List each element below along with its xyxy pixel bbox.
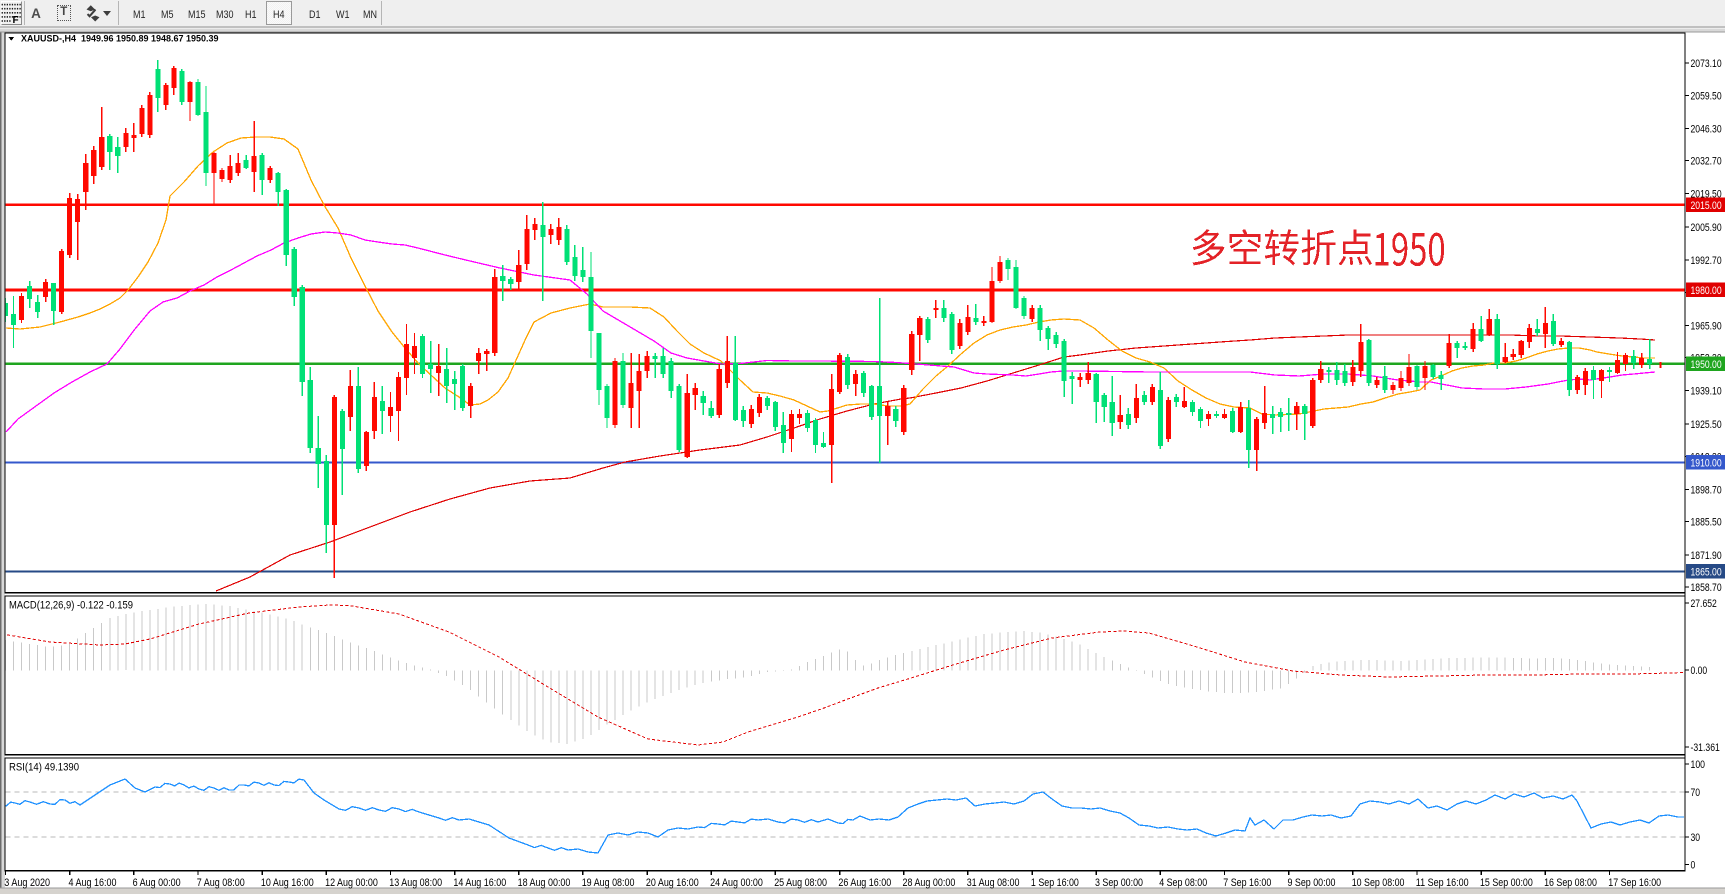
svg-text:7 Sep 16:00: 7 Sep 16:00 bbox=[1223, 877, 1271, 889]
svg-text:2073.10: 2073.10 bbox=[1691, 58, 1722, 70]
svg-text:10 Sep 08:00: 10 Sep 08:00 bbox=[1352, 877, 1405, 889]
svg-text:2005.90: 2005.90 bbox=[1691, 222, 1722, 234]
svg-text:11 Sep 16:00: 11 Sep 16:00 bbox=[1416, 877, 1469, 889]
svg-text:MACD(12,26,9) -0.122 -0.159: MACD(12,26,9) -0.122 -0.159 bbox=[9, 599, 133, 611]
svg-text:1980.00: 1980.00 bbox=[1691, 285, 1722, 297]
svg-text:0: 0 bbox=[1691, 860, 1696, 872]
svg-text:2015.00: 2015.00 bbox=[1691, 200, 1722, 212]
svg-text:4 Sep 08:00: 4 Sep 08:00 bbox=[1159, 877, 1207, 889]
svg-text:2059.50: 2059.50 bbox=[1691, 91, 1722, 103]
svg-text:10 Aug 16:00: 10 Aug 16:00 bbox=[261, 877, 314, 889]
svg-text:3 Aug 2020: 3 Aug 2020 bbox=[4, 877, 50, 889]
svg-text:7 Aug 08:00: 7 Aug 08:00 bbox=[197, 877, 245, 889]
svg-text:24 Aug 00:00: 24 Aug 00:00 bbox=[710, 877, 763, 889]
svg-text:3 Sep 00:00: 3 Sep 00:00 bbox=[1095, 877, 1143, 889]
svg-text:13 Aug 08:00: 13 Aug 08:00 bbox=[389, 877, 442, 889]
svg-text:2019.50: 2019.50 bbox=[1691, 188, 1722, 200]
svg-text:2046.30: 2046.30 bbox=[1691, 124, 1722, 136]
svg-text:1 Sep 16:00: 1 Sep 16:00 bbox=[1031, 877, 1079, 889]
svg-text:25 Aug 08:00: 25 Aug 08:00 bbox=[774, 877, 827, 889]
svg-text:27.652: 27.652 bbox=[1691, 598, 1717, 610]
svg-text:1858.70: 1858.70 bbox=[1691, 582, 1722, 594]
svg-text:1965.90: 1965.90 bbox=[1691, 321, 1722, 333]
svg-text:1898.70: 1898.70 bbox=[1691, 484, 1722, 496]
svg-text:31 Aug 08:00: 31 Aug 08:00 bbox=[967, 877, 1020, 889]
svg-text:12 Aug 00:00: 12 Aug 00:00 bbox=[325, 877, 378, 889]
svg-text:1950.00: 1950.00 bbox=[1691, 359, 1722, 371]
svg-text:20 Aug 16:00: 20 Aug 16:00 bbox=[646, 877, 699, 889]
svg-text:15 Sep 00:00: 15 Sep 00:00 bbox=[1480, 877, 1533, 889]
svg-text:0.00: 0.00 bbox=[1691, 665, 1708, 677]
svg-text:28 Aug 00:00: 28 Aug 00:00 bbox=[903, 877, 956, 889]
svg-text:9 Sep 00:00: 9 Sep 00:00 bbox=[1288, 877, 1336, 889]
svg-text:-31.361: -31.361 bbox=[1691, 742, 1720, 754]
svg-text:16 Sep 08:00: 16 Sep 08:00 bbox=[1544, 877, 1597, 889]
svg-text:1865.00: 1865.00 bbox=[1691, 567, 1722, 579]
svg-text:14 Aug 16:00: 14 Aug 16:00 bbox=[453, 877, 506, 889]
svg-text:19 Aug 08:00: 19 Aug 08:00 bbox=[582, 877, 635, 889]
svg-text:1885.50: 1885.50 bbox=[1691, 517, 1722, 529]
svg-text:1992.70: 1992.70 bbox=[1691, 255, 1722, 267]
svg-text:1910.00: 1910.00 bbox=[1691, 457, 1722, 469]
svg-text:6 Aug 00:00: 6 Aug 00:00 bbox=[133, 877, 181, 889]
svg-text:XAUUSD-,H4 1949.96 1950.89 19: XAUUSD-,H4 1949.96 1950.89 1948.67 1950.… bbox=[21, 33, 219, 43]
svg-text:30: 30 bbox=[1691, 832, 1701, 844]
svg-text:26 Aug 16:00: 26 Aug 16:00 bbox=[838, 877, 891, 889]
svg-text:F: F bbox=[13, 15, 19, 24]
svg-text:17 Sep 16:00: 17 Sep 16:00 bbox=[1608, 877, 1661, 889]
svg-text:100: 100 bbox=[1691, 759, 1706, 771]
svg-text:18 Aug 00:00: 18 Aug 00:00 bbox=[518, 877, 571, 889]
svg-text:1939.10: 1939.10 bbox=[1691, 386, 1722, 398]
svg-text:4 Aug 16:00: 4 Aug 16:00 bbox=[69, 877, 117, 889]
svg-text:1925.50: 1925.50 bbox=[1691, 419, 1722, 431]
svg-text:1871.90: 1871.90 bbox=[1691, 550, 1722, 562]
svg-text:70: 70 bbox=[1691, 787, 1701, 799]
svg-text:2032.70: 2032.70 bbox=[1691, 156, 1722, 168]
svg-text:RSI(14) 49.1390: RSI(14) 49.1390 bbox=[9, 761, 79, 773]
